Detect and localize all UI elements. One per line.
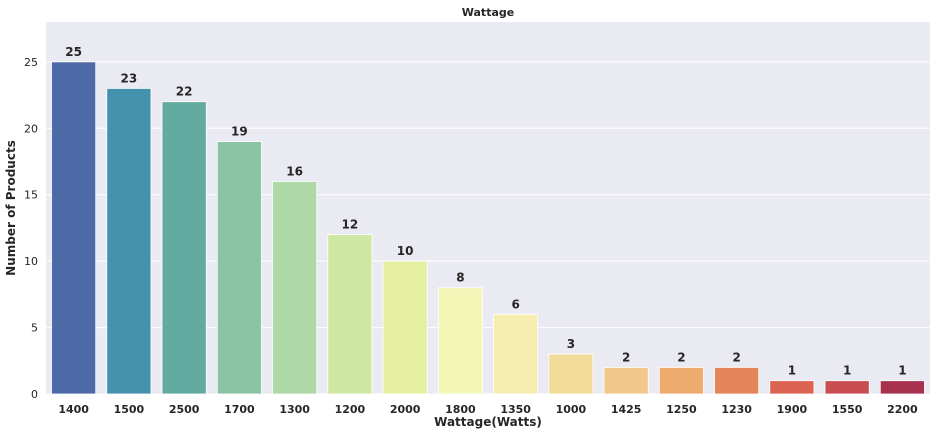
- bar: [272, 181, 318, 395]
- bar: [216, 141, 262, 395]
- bar: [51, 61, 97, 395]
- y-tick-label: 20: [24, 122, 38, 135]
- bar: [493, 313, 539, 395]
- x-tick-label: 1800: [445, 403, 476, 416]
- bar: [161, 101, 207, 395]
- data-label: 1: [898, 364, 906, 378]
- bar: [658, 367, 704, 395]
- x-tick-label: 1250: [666, 403, 697, 416]
- chart-title: Wattage: [462, 6, 514, 19]
- x-tick-label: 1230: [721, 403, 752, 416]
- x-tick-label: 1700: [224, 403, 255, 416]
- bar: [548, 353, 594, 395]
- data-label: 8: [456, 271, 464, 285]
- bar: [879, 380, 925, 395]
- data-label: 2: [622, 350, 630, 364]
- x-tick-label: 1550: [832, 403, 863, 416]
- data-label: 25: [65, 45, 82, 59]
- x-tick-label: 1000: [556, 403, 587, 416]
- y-tick-label: 5: [31, 322, 38, 335]
- x-tick-label: 1900: [777, 403, 808, 416]
- bar: [824, 380, 870, 395]
- y-tick-label: 25: [24, 56, 38, 69]
- y-tick-labels: 0 5 10 15 20 25: [24, 56, 38, 401]
- bars-group: [51, 61, 925, 395]
- data-label: 6: [511, 297, 519, 311]
- y-tick-label: 10: [24, 255, 38, 268]
- x-tick-label: 1350: [500, 403, 531, 416]
- x-tick-label: 1500: [114, 403, 145, 416]
- bar: [437, 287, 483, 395]
- data-label: 10: [397, 244, 414, 258]
- data-label: 3: [567, 337, 575, 351]
- data-label: 19: [231, 125, 248, 139]
- data-label: 1: [843, 364, 851, 378]
- data-label: 23: [121, 71, 138, 85]
- x-tick-label: 1200: [335, 403, 366, 416]
- bar: [327, 234, 373, 395]
- x-tick-label: 1300: [279, 403, 310, 416]
- data-label: 22: [176, 85, 193, 99]
- data-label: 16: [286, 164, 303, 178]
- bar: [603, 367, 649, 395]
- x-tick-labels: 1400 1500 2500 1700 1300 1200 2000 1800 1350 1000…: [58, 403, 918, 416]
- x-tick-label: 2500: [169, 403, 200, 416]
- data-label: 2: [677, 350, 685, 364]
- bar: [714, 367, 760, 395]
- bar: [106, 88, 152, 395]
- x-axis-label: Wattage(Watts): [434, 415, 542, 429]
- data-label: 2: [732, 350, 740, 364]
- y-tick-label: 15: [24, 189, 38, 202]
- x-tick-label: 1400: [58, 403, 89, 416]
- x-tick-label: 2000: [390, 403, 421, 416]
- bar: [382, 260, 428, 395]
- data-label: 12: [342, 218, 359, 232]
- bar: [769, 380, 815, 395]
- x-tick-label: 1425: [611, 403, 642, 416]
- y-axis-label: Number of Products: [4, 140, 18, 276]
- x-tick-label: 2200: [887, 403, 918, 416]
- y-tick-label: 0: [31, 388, 38, 401]
- data-label: 1: [788, 364, 796, 378]
